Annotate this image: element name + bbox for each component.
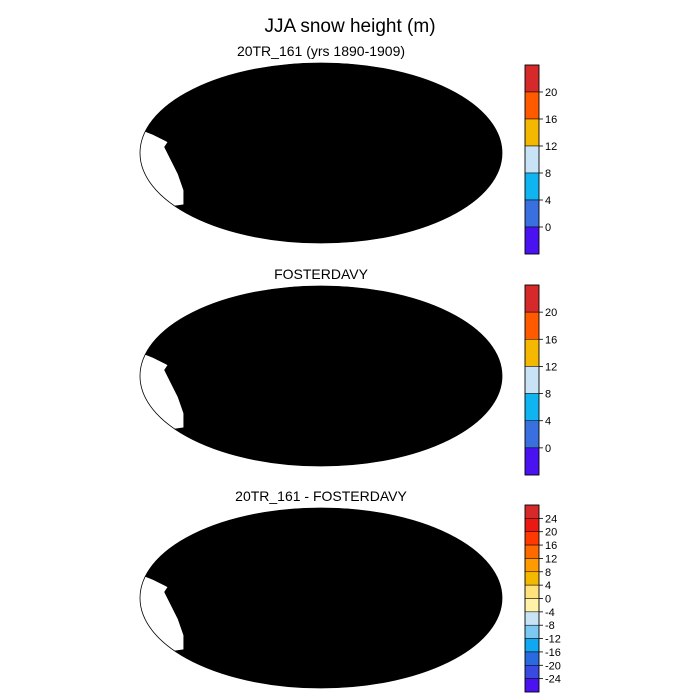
colorbar-swatch bbox=[524, 420, 540, 449]
colorbar-swatch bbox=[524, 598, 540, 613]
colorbar-swatch bbox=[524, 64, 540, 93]
colorbar-swatch bbox=[524, 145, 540, 174]
colorbar-swatch bbox=[524, 366, 540, 394]
figure-title: JJA snow height (m) bbox=[264, 16, 435, 37]
colorbar-tick-label: 16 bbox=[545, 334, 557, 346]
coastline bbox=[169, 509, 493, 688]
colorbar-tick-label: 20 bbox=[545, 87, 557, 99]
coastline bbox=[169, 287, 493, 466]
map-frame bbox=[139, 285, 503, 467]
colorbar-swatch bbox=[524, 518, 540, 532]
colorbar-swatch bbox=[524, 624, 540, 639]
colorbar-tick-label: 12 bbox=[545, 361, 557, 373]
colorbar-tick-label: 0 bbox=[545, 594, 551, 606]
colorbar-tick-label: -12 bbox=[545, 634, 561, 646]
panel-title: 20TR_161 - FOSTERDAVY bbox=[235, 488, 407, 504]
colorbar-swatch bbox=[524, 638, 540, 653]
colorbar-tick-label: 4 bbox=[545, 195, 551, 207]
colorbar-swatch bbox=[524, 651, 540, 666]
panel-title: 20TR_161 (yrs 1890-1909) bbox=[237, 43, 405, 59]
colorbar-swatch bbox=[524, 571, 540, 586]
colorbar-tick-label: -16 bbox=[545, 647, 561, 659]
colorbar-swatch bbox=[524, 91, 540, 120]
colorbar-swatch bbox=[524, 584, 540, 599]
colorbar-swatch bbox=[524, 393, 540, 421]
colorbar-tick-label: 24 bbox=[545, 513, 557, 525]
colorbar-swatch bbox=[524, 558, 540, 573]
colorbar-tick-label: 20 bbox=[545, 527, 557, 539]
colorbar-tick-label: 8 bbox=[545, 567, 551, 579]
colorbar-swatch bbox=[524, 226, 540, 255]
colorbar-tick-label: 4 bbox=[545, 580, 551, 592]
colorbar-swatch bbox=[524, 311, 540, 340]
colorbar-tick-label: 16 bbox=[545, 114, 557, 126]
panel-title: FOSTERDAVY bbox=[274, 266, 369, 282]
colorbar-swatch bbox=[524, 611, 540, 626]
map-frame bbox=[139, 507, 503, 689]
colorbar-tick-label: 12 bbox=[545, 141, 557, 153]
colorbar-swatch bbox=[524, 447, 540, 476]
colorbar-swatch bbox=[524, 544, 540, 559]
colorbar-swatch bbox=[524, 504, 540, 519]
colorbar-swatch bbox=[524, 172, 540, 201]
coastline bbox=[169, 64, 493, 243]
colorbar-tick-label: 16 bbox=[545, 540, 557, 552]
map-panel-1: 20TR_161 (yrs 1890-1909) 20 16 12 8 4 0 bbox=[139, 43, 557, 255]
map-panel-3: 20TR_161 - FOSTERDAVY24201612840-4-8-12-… bbox=[139, 488, 561, 693]
colorbar-tick-label: -4 bbox=[545, 607, 555, 619]
colorbar-tick-label: 8 bbox=[545, 168, 551, 180]
map-panel-2: FOSTERDAVY 20 16 12 8 4 0 bbox=[139, 266, 557, 476]
colorbar-tick-label: 20 bbox=[545, 307, 557, 319]
colorbar-tick-label: 8 bbox=[545, 389, 551, 401]
colorbar-swatch bbox=[524, 531, 540, 546]
colorbar-swatch bbox=[524, 284, 540, 313]
colorbar-swatch bbox=[524, 665, 540, 679]
colorbar-swatch bbox=[524, 678, 540, 693]
colorbar-swatch bbox=[524, 339, 540, 367]
colorbar-tick-label: 4 bbox=[545, 416, 551, 428]
colorbar-tick-label: 0 bbox=[545, 443, 551, 455]
colorbar-swatch bbox=[524, 199, 540, 228]
colorbar-tick-label: -20 bbox=[545, 660, 561, 672]
colorbar-tick-label: -24 bbox=[545, 674, 561, 686]
colorbar-tick-label: 12 bbox=[545, 553, 557, 565]
colorbar: 20 16 12 8 4 0 bbox=[524, 64, 557, 255]
colorbar-tick-label: -8 bbox=[545, 620, 555, 632]
colorbar-tick-label: 0 bbox=[545, 222, 551, 234]
colorbar: 20 16 12 8 4 0 bbox=[524, 284, 557, 476]
map-frame bbox=[139, 62, 503, 244]
colorbar-swatch bbox=[524, 118, 540, 147]
